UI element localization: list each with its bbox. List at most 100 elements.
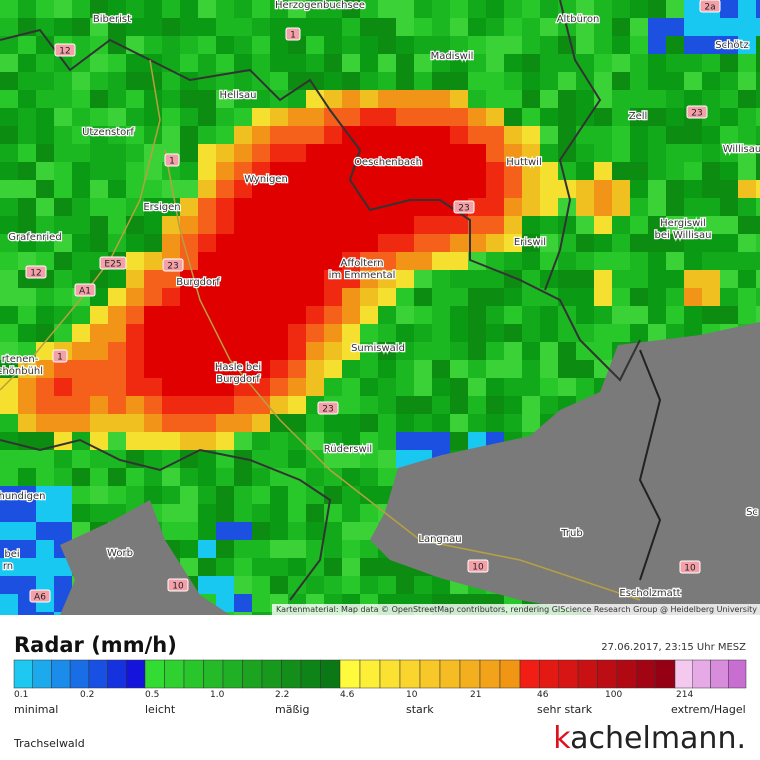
radar-cell: [468, 90, 486, 108]
radar-cell: [234, 126, 252, 144]
radar-cell: [198, 576, 216, 594]
radar-cell: [108, 0, 126, 18]
radar-cell: [666, 234, 684, 252]
place-label: Hellsau: [220, 90, 257, 101]
radar-cell: [576, 252, 594, 270]
radar-cell: [486, 36, 504, 54]
radar-cell: [126, 360, 144, 378]
radar-cell: [432, 162, 450, 180]
radar-cell: [342, 216, 360, 234]
radar-cell: [414, 288, 432, 306]
radar-cell: [0, 18, 18, 36]
radar-cell: [0, 36, 18, 54]
radar-cell: [378, 396, 396, 414]
radar-cell: [0, 324, 18, 342]
radar-cell: [522, 18, 540, 36]
radar-cell: [468, 306, 486, 324]
road-shield: [74, 283, 96, 297]
radar-cell: [360, 216, 378, 234]
radar-cell: [378, 324, 396, 342]
radar-cell: [162, 108, 180, 126]
radar-cell: [36, 342, 54, 360]
radar-cell: [216, 306, 234, 324]
radar-cell: [396, 396, 414, 414]
radar-cell: [684, 216, 702, 234]
radar-cell: [414, 216, 432, 234]
radar-cell: [108, 270, 126, 288]
radar-cell: [378, 18, 396, 36]
scale-swatch: [88, 659, 108, 689]
radar-cell: [504, 324, 522, 342]
scale-category: minimal: [14, 703, 58, 716]
radar-cell: [630, 144, 648, 162]
radar-cell: [756, 234, 760, 252]
radar-cell: [36, 180, 54, 198]
scale-swatch: [459, 659, 481, 689]
radar-cell: [612, 18, 630, 36]
radar-cell: [414, 18, 432, 36]
radar-cell: [18, 324, 36, 342]
radar-cell: [504, 216, 522, 234]
radar-cell: [432, 414, 450, 432]
radar-cell: [216, 486, 234, 504]
radar-cell: [72, 144, 90, 162]
radar-cell: [270, 216, 288, 234]
radar-cell: [162, 360, 180, 378]
radar-cell: [396, 414, 414, 432]
radar-cell: [216, 54, 234, 72]
radar-cell: [414, 342, 432, 360]
radar-cell: [198, 360, 216, 378]
radar-cell: [162, 432, 180, 450]
radar-cell: [378, 144, 396, 162]
radar-cell: [252, 90, 270, 108]
radar-cell: [198, 54, 216, 72]
radar-cell: [72, 180, 90, 198]
radar-cell: [648, 198, 666, 216]
radar-cell: [90, 324, 108, 342]
radar-cell: [108, 90, 126, 108]
radar-cell: [198, 162, 216, 180]
location: Trachselwald: [13, 737, 85, 750]
radar-cell: [54, 0, 72, 18]
radar-cell: [468, 342, 486, 360]
radar-cell: [666, 0, 684, 18]
radar-cell: [378, 414, 396, 432]
radar-cell: [666, 36, 684, 54]
radar-cell: [414, 144, 432, 162]
radar-cell: [702, 198, 720, 216]
radar-cell: [72, 234, 90, 252]
scale-swatch: [222, 659, 243, 689]
radar-cell: [0, 450, 18, 468]
radar-cell: [666, 162, 684, 180]
radar-cell: [306, 432, 324, 450]
radar-cell: [612, 288, 630, 306]
road-shield: [679, 560, 701, 574]
radar-cell: [126, 270, 144, 288]
radar-cell: [216, 108, 234, 126]
scale-swatch: [261, 659, 282, 689]
radar-cell: [108, 180, 126, 198]
radar-cell: [594, 252, 612, 270]
radar-cell: [738, 18, 756, 36]
radar-cell: [756, 252, 760, 270]
place-label: Herzogenbuchsee: [275, 0, 365, 11]
radar-cell: [558, 54, 576, 72]
radar-cell: [198, 468, 216, 486]
radar-cell: [144, 234, 162, 252]
radar-cell: [450, 414, 468, 432]
radar-cell: [360, 162, 378, 180]
radar-cell: [576, 306, 594, 324]
radar-cell: [414, 162, 432, 180]
radar-cell: [342, 54, 360, 72]
radar-cell: [180, 360, 198, 378]
radar-cell: [324, 198, 342, 216]
radar-cell: [324, 144, 342, 162]
radar-cell: [108, 342, 126, 360]
radar-cell: [450, 378, 468, 396]
scale-swatch: [242, 659, 263, 689]
radar-cell: [252, 504, 270, 522]
radar-cell: [144, 0, 162, 18]
radar-cell: [0, 432, 18, 450]
radar-cell: [324, 54, 342, 72]
radar-cell: [594, 180, 612, 198]
